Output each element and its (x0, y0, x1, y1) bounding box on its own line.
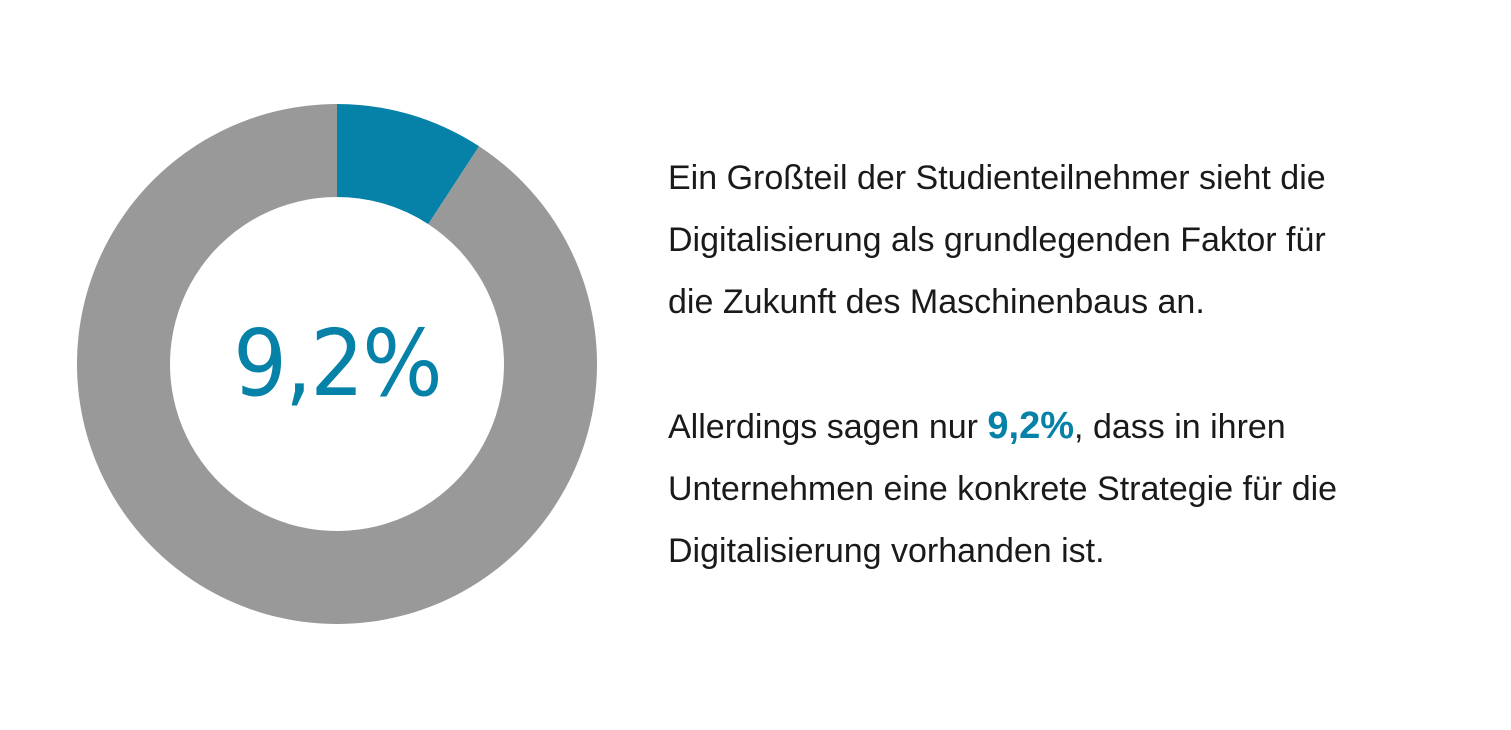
donut-chart (77, 104, 597, 624)
text-span: , dass in ihren (1074, 408, 1286, 446)
paragraph-2-line: Unternehmen eine konkrete Strategie für … (668, 470, 1338, 508)
paragraph-2: Allerdings sagen nur 9,2%, dass in ihren… (668, 395, 1337, 582)
donut-slice-remainder (77, 104, 597, 624)
paragraph-1: Ein Großteil der Studienteilnehmer sieht… (668, 147, 1326, 333)
text-span: Allerdings sagen nur (668, 408, 988, 446)
paragraph-1-line: Ein Großteil der Studienteilnehmer sieht… (668, 159, 1326, 197)
highlight-value: 9,2% (987, 405, 1075, 447)
donut-center-label: 9,2% (233, 310, 443, 417)
paragraph-2-line: Allerdings sagen nur 9,2%, dass in ihren (668, 395, 1337, 458)
paragraph-1-line: die Zukunft des Maschinenbaus an. (668, 283, 1205, 321)
paragraph-1-line: Digitalisierung als grundlegenden Faktor… (668, 221, 1326, 259)
paragraph-2-line: Digitalisierung vorhanden ist. (668, 532, 1105, 570)
donut-slice-highlight (337, 104, 480, 225)
